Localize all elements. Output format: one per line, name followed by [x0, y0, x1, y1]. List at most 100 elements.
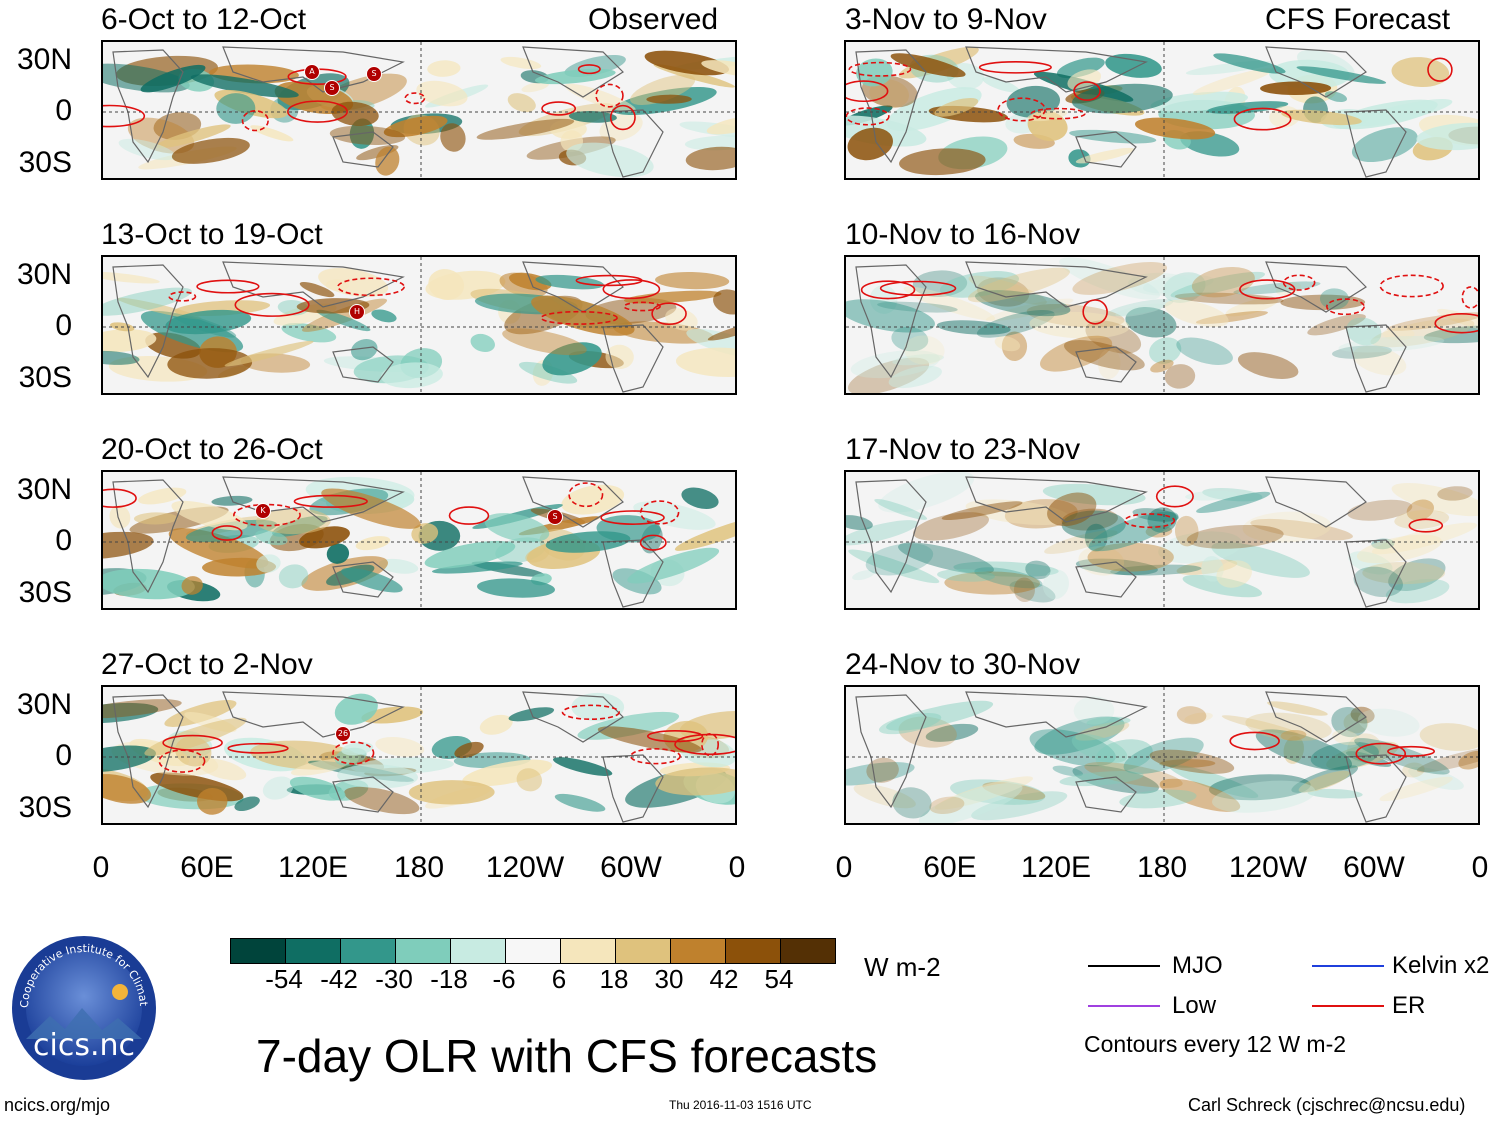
map-panel-5	[844, 40, 1480, 180]
anomaly-blob	[847, 357, 930, 393]
anomaly-blob	[103, 350, 140, 365]
anomaly-blob	[190, 74, 299, 98]
coastline	[1345, 324, 1407, 393]
anomaly-blob	[1078, 546, 1125, 576]
coastline	[602, 754, 664, 823]
anomaly-blob	[1319, 288, 1349, 310]
anomaly-blob	[224, 340, 314, 367]
anomaly-blob	[1128, 272, 1194, 296]
anomaly-blob	[255, 530, 288, 546]
anomaly-blob	[1169, 764, 1259, 799]
anomaly-blob	[850, 350, 940, 379]
ytick-30n: 30N	[16, 43, 72, 76]
anomaly-blob	[1391, 57, 1450, 88]
coastline	[965, 46, 1148, 93]
coastline	[222, 261, 405, 308]
anomaly-blob	[1174, 292, 1284, 305]
anomaly-blob	[500, 56, 542, 70]
coastline	[332, 776, 394, 813]
anomaly-blob	[1202, 487, 1263, 502]
coastline	[222, 691, 405, 738]
footer-timestamp: Thu 2016-11-03 1516 UTC	[669, 1098, 812, 1112]
coastline	[855, 479, 927, 594]
er-contour	[103, 104, 146, 128]
anomaly-blob	[1237, 352, 1299, 379]
xtick-60e: 60E	[180, 851, 234, 884]
cics-logo-graphic: Cooperative Institute for Climate and Sa…	[7, 924, 156, 1080]
colorbar-swatch	[450, 939, 505, 963]
anomaly-blob	[140, 64, 206, 93]
er-contour	[609, 104, 636, 131]
legend-kelvin-line	[1312, 965, 1384, 967]
anomaly-blob	[545, 531, 631, 553]
anomaly-blob	[1176, 706, 1207, 725]
anomaly-blob	[1221, 715, 1299, 736]
anomaly-blob	[1176, 559, 1238, 575]
er-contour	[168, 291, 197, 302]
olr-anomaly-map	[103, 42, 735, 178]
er-contour	[623, 301, 661, 312]
er-contour	[1239, 279, 1296, 300]
anomaly-blob	[1281, 109, 1362, 126]
anomaly-blob	[316, 309, 371, 332]
legend-low-line	[1088, 1005, 1160, 1007]
anomaly-blob	[1348, 551, 1393, 575]
coastline	[332, 131, 394, 168]
ytick-30s: 30S	[18, 576, 72, 609]
anomaly-blob	[1075, 721, 1130, 741]
panel-title-7: 17-Nov to 23-Nov	[845, 433, 1081, 466]
xtick-60e: 60E	[923, 851, 977, 884]
er-contour	[332, 741, 375, 765]
coastline	[602, 539, 664, 608]
anomaly-blob	[1353, 566, 1403, 597]
anomaly-blob	[477, 578, 555, 598]
anomaly-blob	[975, 290, 1071, 317]
anomaly-blob	[1176, 337, 1233, 365]
er-contour	[1030, 107, 1086, 120]
anomaly-blob	[1346, 317, 1382, 346]
anomaly-blob	[1357, 708, 1420, 737]
anomaly-blob	[994, 336, 1021, 352]
coastline	[965, 691, 1148, 738]
anomaly-blob	[856, 58, 893, 87]
footer-url[interactable]: ncics.org/mjo	[4, 1095, 111, 1115]
coastline	[855, 49, 927, 164]
anomaly-blob	[1280, 729, 1307, 741]
anomaly-blob	[1013, 577, 1035, 603]
anomaly-blob	[888, 365, 942, 389]
anomaly-blob	[1147, 507, 1177, 533]
anomaly-blob	[878, 472, 975, 513]
anomaly-blob	[1150, 359, 1174, 373]
anomaly-blob	[892, 787, 932, 819]
anomaly-blob	[326, 543, 350, 564]
anomaly-blob	[1196, 491, 1271, 514]
anomaly-blob	[1004, 499, 1078, 529]
panel-tag-cfs: CFS Forecast	[1265, 3, 1451, 36]
anomaly-blob	[416, 80, 468, 107]
anomaly-blob	[1026, 304, 1125, 328]
anomaly-blob	[965, 499, 1071, 525]
cb-label: -18	[430, 964, 468, 994]
coastline	[332, 561, 394, 598]
legend-kelvin-label: Kelvin x2	[1392, 952, 1490, 979]
anomaly-blob	[427, 60, 461, 77]
er-contour	[674, 733, 735, 756]
er-contour	[639, 534, 667, 551]
anomaly-blob	[1402, 762, 1425, 778]
anomaly-blob	[713, 289, 735, 315]
er-contour	[846, 80, 889, 103]
anomaly-blob	[552, 757, 613, 776]
anomaly-blob	[898, 716, 957, 748]
anomaly-blob	[1052, 765, 1083, 777]
er-contour	[860, 280, 916, 300]
coastline	[522, 476, 624, 528]
anomaly-blob	[103, 699, 182, 719]
anomaly-blob	[1164, 364, 1196, 389]
anomaly-blob	[686, 328, 735, 358]
storm-marker-s: S	[324, 80, 340, 96]
anomaly-blob	[411, 523, 439, 544]
anomaly-blob	[1267, 701, 1328, 716]
anomaly-blob	[982, 781, 1046, 801]
anomaly-blob	[1385, 578, 1450, 604]
anomaly-blob	[1362, 561, 1446, 585]
